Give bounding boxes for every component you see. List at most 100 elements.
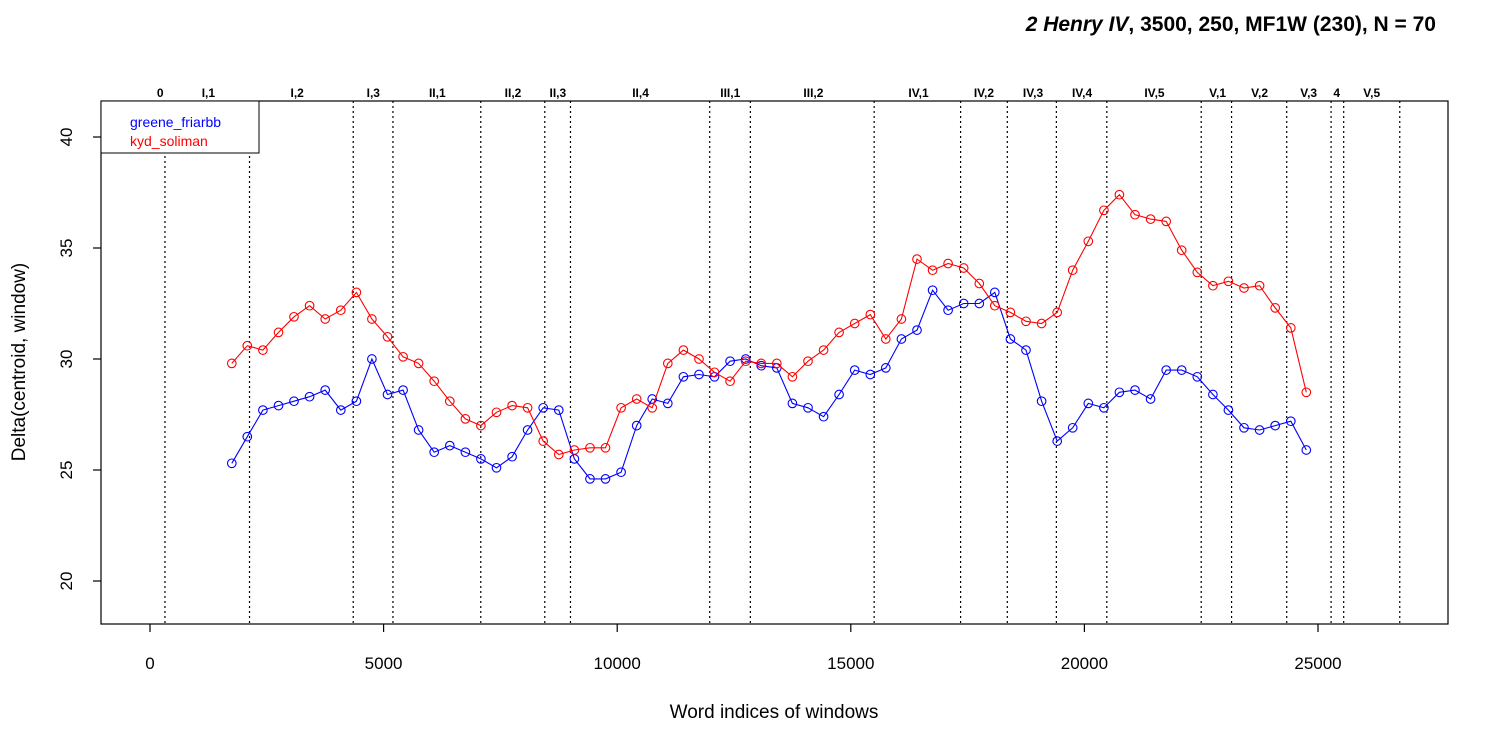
data-point: [927, 265, 938, 276]
data-point: [1223, 276, 1234, 287]
data-point: [491, 462, 502, 473]
data-point: [896, 314, 907, 324]
data-point: [335, 305, 346, 316]
scene-label: V,1: [1209, 86, 1226, 100]
data-point: [1130, 209, 1140, 220]
data-point: [273, 327, 284, 338]
data-point: [678, 345, 689, 355]
series-group: [226, 189, 1312, 484]
data-point: [320, 314, 331, 324]
data-point: [849, 318, 860, 329]
scene-label: II,2: [505, 86, 522, 100]
data-point: [1208, 389, 1218, 400]
scene-label: III,1: [720, 86, 740, 100]
y-tick-label: 40: [57, 128, 76, 147]
data-point: [1114, 387, 1125, 398]
scene-label: I,3: [367, 86, 381, 100]
legend-box: [100, 100, 260, 154]
data-point: [787, 398, 798, 409]
data-point: [460, 447, 471, 458]
data-point: [413, 358, 424, 369]
data-point: [1130, 385, 1140, 395]
data-point: [491, 407, 502, 418]
data-point: [709, 367, 720, 378]
series-line: [231, 193, 1307, 456]
series-greene_friarbb: [226, 285, 1312, 484]
data-point: [242, 431, 253, 442]
data-point: [1208, 280, 1218, 291]
data-point: [226, 458, 237, 469]
data-point: [1285, 416, 1296, 427]
data-point: [289, 396, 299, 407]
data-point: [958, 298, 969, 309]
data-point: [912, 325, 922, 335]
data-point: [258, 405, 268, 415]
scene-label: I,2: [290, 86, 304, 100]
data-point: [304, 391, 315, 402]
data-point: [1192, 267, 1203, 278]
data-point: [880, 363, 891, 373]
data-point: [444, 396, 455, 407]
data-point: [1239, 283, 1249, 293]
x-tick-label: 5000: [365, 654, 403, 673]
data-point: [771, 358, 782, 369]
data-point: [1099, 205, 1109, 216]
data-point: [273, 400, 284, 411]
data-point: [1114, 189, 1125, 200]
data-point: [553, 405, 564, 415]
scene-boundary-lines: [164, 101, 1401, 624]
data-point: [756, 358, 767, 369]
scene-label: I,1: [202, 86, 216, 100]
data-point: [912, 254, 922, 264]
data-point: [1036, 396, 1047, 407]
data-point: [943, 258, 953, 269]
data-point: [974, 298, 985, 309]
data-point: [1301, 387, 1312, 398]
data-point: [678, 371, 689, 382]
chart-title-italic: 2 Henry IV: [1025, 13, 1131, 36]
series-line: [231, 289, 1307, 480]
data-point: [382, 389, 393, 400]
data-point: [818, 411, 829, 422]
data-point: [289, 311, 299, 322]
data-point: [880, 334, 891, 344]
data-point: [818, 345, 829, 355]
data-point: [803, 356, 813, 367]
data-point: [647, 402, 658, 413]
data-point: [943, 305, 953, 316]
y-tick-label: 30: [57, 350, 76, 369]
data-point: [1021, 316, 1031, 327]
x-axis-label: Word indices of windows: [670, 702, 879, 723]
data-point: [476, 420, 486, 431]
data-point: [1036, 318, 1047, 329]
data-point: [600, 442, 611, 453]
scene-label: 4: [1333, 86, 1340, 100]
scene-label: 0: [157, 86, 164, 100]
data-point: [335, 405, 346, 415]
data-point: [756, 360, 767, 371]
data-point: [865, 309, 876, 320]
data-point: [507, 451, 517, 462]
data-point: [413, 425, 424, 435]
data-point: [725, 376, 735, 387]
data-point: [226, 358, 237, 369]
data-point: [1145, 394, 1156, 404]
data-point: [896, 334, 907, 344]
data-point: [662, 358, 673, 369]
x-tick-label: 0: [145, 654, 154, 673]
data-point: [258, 345, 268, 355]
data-point: [1176, 365, 1187, 375]
data-point: [1270, 303, 1281, 313]
y-tick-label: 20: [57, 572, 76, 591]
data-point: [725, 356, 735, 367]
scene-labels: 0 I,1 I,2 I,3 II,1 II,2 II,3 II,4 III,1 III,2 IV,1…: [157, 86, 1381, 100]
data-point: [834, 389, 844, 400]
data-point: [803, 402, 813, 413]
y-axis: 20 25 30 35 40: [57, 128, 101, 591]
plot-frame: [100, 100, 1449, 625]
data-point: [367, 314, 377, 324]
data-point: [1223, 405, 1234, 415]
data-point: [865, 369, 876, 380]
